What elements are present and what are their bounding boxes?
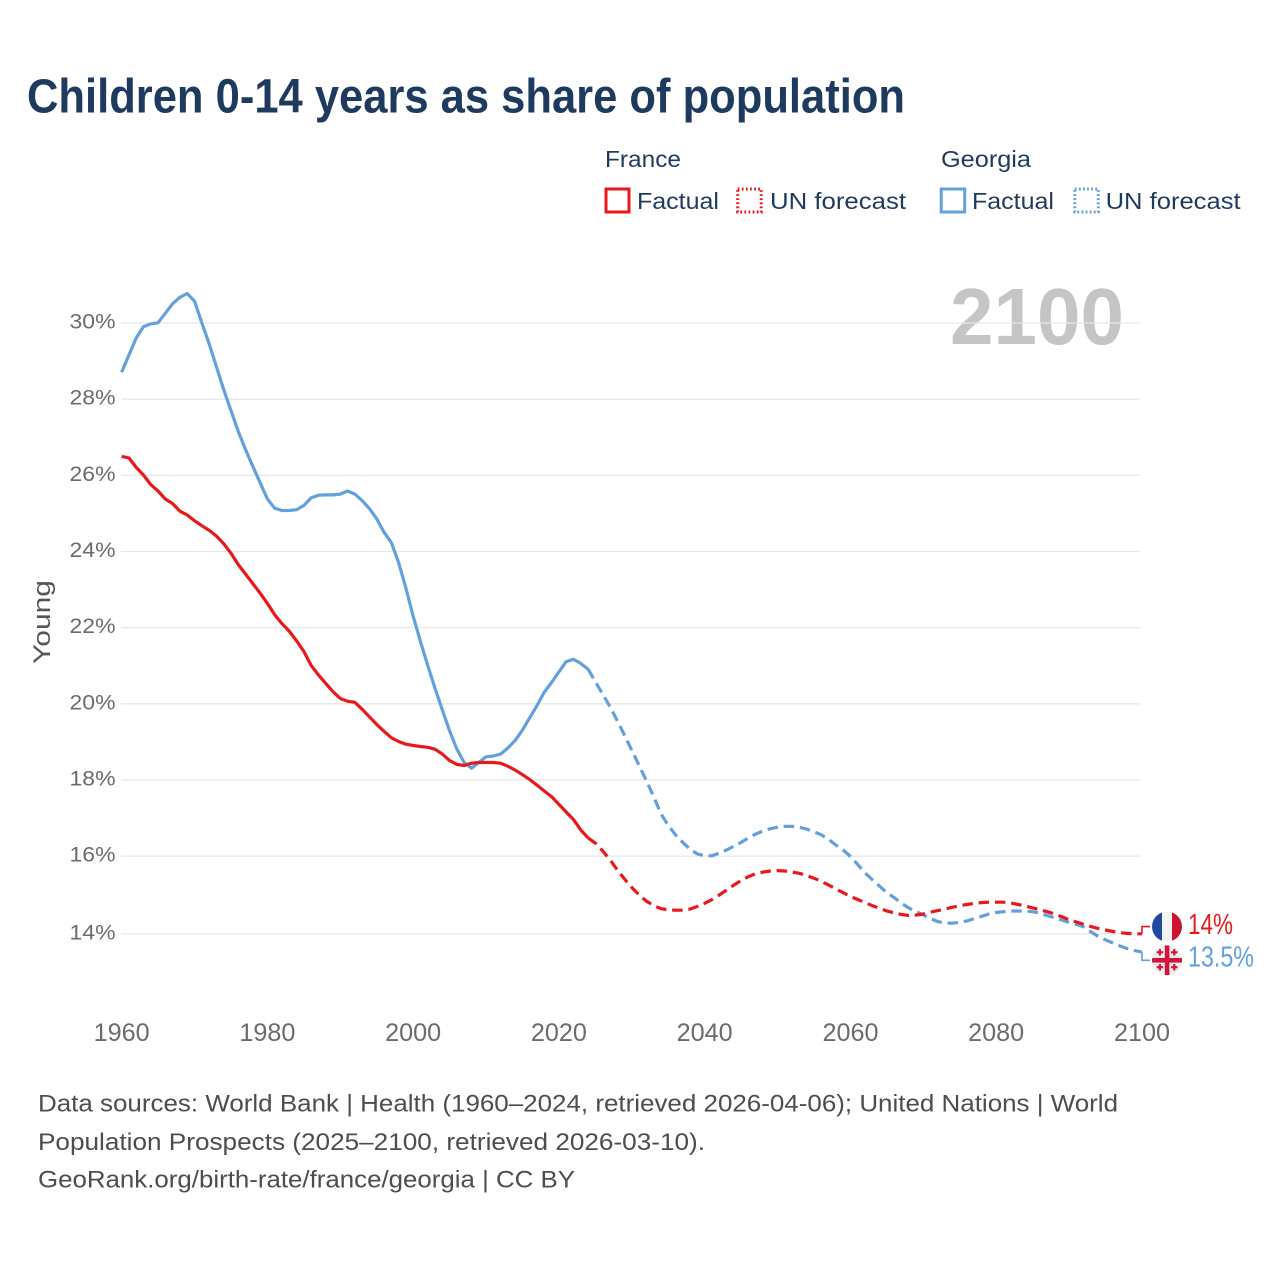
svg-text:2060: 2060	[823, 1019, 879, 1047]
svg-text:Factual: Factual	[637, 188, 719, 214]
svg-text:Georgia: Georgia	[941, 146, 1031, 172]
svg-text:Children 0-14 years as share o: Children 0-14 years as share of populati…	[27, 71, 905, 124]
svg-text:26%: 26%	[70, 463, 116, 486]
svg-text:2080: 2080	[968, 1019, 1024, 1047]
svg-text:2000: 2000	[385, 1019, 441, 1047]
svg-text:22%: 22%	[70, 615, 116, 638]
svg-text:14%: 14%	[1188, 909, 1233, 941]
svg-text:16%: 16%	[70, 844, 116, 867]
svg-text:2100: 2100	[950, 272, 1124, 361]
svg-text:24%: 24%	[70, 539, 116, 562]
svg-text:GeoRank.org/birth-rate/france/: GeoRank.org/birth-rate/france/georgia | …	[38, 1167, 575, 1194]
svg-text:18%: 18%	[70, 767, 116, 790]
svg-text:Young: Young	[29, 580, 56, 664]
svg-text:UN forecast: UN forecast	[1106, 188, 1242, 214]
svg-text:2100: 2100	[1114, 1019, 1170, 1047]
svg-text:13.5%: 13.5%	[1188, 942, 1254, 974]
svg-text:2040: 2040	[677, 1019, 733, 1047]
svg-text:1960: 1960	[94, 1019, 150, 1047]
svg-text:France: France	[605, 146, 681, 172]
svg-text:UN forecast: UN forecast	[770, 188, 907, 214]
svg-text:30%: 30%	[70, 311, 116, 334]
svg-text:28%: 28%	[70, 387, 116, 410]
svg-text:1980: 1980	[239, 1019, 295, 1047]
svg-text:20%: 20%	[70, 691, 116, 714]
svg-text:Factual: Factual	[972, 188, 1054, 214]
svg-text:Data sources: World Bank | Hea: Data sources: World Bank | Health (1960–…	[38, 1091, 1118, 1118]
svg-text:2020: 2020	[531, 1019, 587, 1047]
svg-text:Population Prospects (2025–210: Population Prospects (2025–2100, retriev…	[38, 1129, 705, 1156]
svg-text:14%: 14%	[70, 921, 116, 944]
